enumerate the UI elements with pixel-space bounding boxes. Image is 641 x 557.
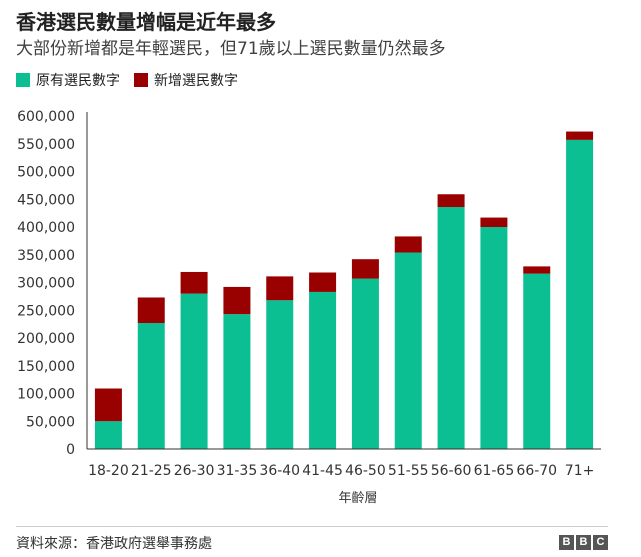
bar-new-voters xyxy=(523,266,551,274)
bar-existing-voters xyxy=(94,421,122,449)
legend-swatch-new xyxy=(134,73,148,87)
y-tick-label: 450,000 xyxy=(17,192,75,208)
chart-title: 香港選民數量增幅是近年最多 xyxy=(16,10,276,34)
x-tick-label: 26-30 xyxy=(174,463,215,479)
x-tick-label: 36-40 xyxy=(259,463,300,479)
x-tick-label: 31-35 xyxy=(217,463,258,479)
x-tick-label: 56-60 xyxy=(431,463,472,479)
bar-new-voters xyxy=(137,297,165,324)
y-tick-label: 150,000 xyxy=(17,359,75,375)
x-tick-label: 51-55 xyxy=(388,463,429,479)
y-tick-label: 200,000 xyxy=(17,331,75,347)
legend-label-new: 新增選民數字 xyxy=(154,73,238,89)
bar-existing-voters xyxy=(351,278,379,449)
legend-swatch-existing xyxy=(16,73,30,87)
y-tick-label: 0 xyxy=(66,442,75,458)
bar-existing-voters xyxy=(566,139,594,450)
bbc-logo-letter: B xyxy=(576,535,591,550)
bar-new-voters xyxy=(394,236,422,253)
x-axis-title: 年齡層 xyxy=(338,491,377,506)
bar-existing-voters xyxy=(180,293,208,449)
x-tick-label: 61-65 xyxy=(474,463,515,479)
bar-existing-voters xyxy=(437,207,465,449)
x-tick-label: 21-25 xyxy=(131,463,172,479)
y-tick-label: 50,000 xyxy=(26,414,75,430)
x-tick-label: 71+ xyxy=(565,463,595,479)
bar-new-voters xyxy=(480,217,508,227)
footer-divider xyxy=(16,526,608,527)
y-tick-label: 400,000 xyxy=(17,220,75,236)
bar-existing-voters xyxy=(137,323,165,449)
source-note: 資料來源：香港政府選舉事務處 xyxy=(16,536,212,552)
bar-existing-voters xyxy=(309,291,337,449)
bar-new-voters xyxy=(437,194,465,208)
y-tick-label: 500,000 xyxy=(17,165,75,181)
bar-new-voters xyxy=(94,388,122,422)
bar-new-voters xyxy=(180,271,208,294)
legend-item-existing: 原有選民數字 xyxy=(16,70,120,90)
bar-existing-voters xyxy=(523,273,551,449)
bar-new-voters xyxy=(566,131,594,140)
bar-existing-voters xyxy=(480,227,508,449)
y-tick-label: 600,000 xyxy=(17,109,75,125)
bbc-logo-letter: C xyxy=(593,535,608,550)
legend: 原有選民數字 新增選民數字 xyxy=(16,70,238,90)
bar-new-voters xyxy=(309,272,337,292)
bbc-logo: B B C xyxy=(559,535,608,550)
y-tick-label: 100,000 xyxy=(17,387,75,403)
y-tick-label: 350,000 xyxy=(17,248,75,264)
legend-item-new: 新增選民數字 xyxy=(134,70,238,90)
bar-new-voters xyxy=(266,276,294,301)
y-tick-label: 550,000 xyxy=(17,137,75,153)
legend-label-existing: 原有選民數字 xyxy=(36,73,120,89)
bar-new-voters xyxy=(351,259,379,279)
x-tick-label: 41-45 xyxy=(302,463,343,479)
y-tick-label: 300,000 xyxy=(17,276,75,292)
bar-existing-voters xyxy=(394,252,422,449)
chart-subtitle: 大部份新增都是年輕選民，但71歲以上選民數量仍然最多 xyxy=(16,39,446,59)
bbc-logo-letter: B xyxy=(559,535,574,550)
x-tick-label: 18-20 xyxy=(88,463,129,479)
y-tick-label: 250,000 xyxy=(17,303,75,319)
bar-existing-voters xyxy=(223,314,251,449)
x-tick-label: 66-70 xyxy=(516,463,557,479)
bar-new-voters xyxy=(223,286,251,315)
bar-existing-voters xyxy=(266,300,294,449)
x-tick-label: 46-50 xyxy=(345,463,386,479)
